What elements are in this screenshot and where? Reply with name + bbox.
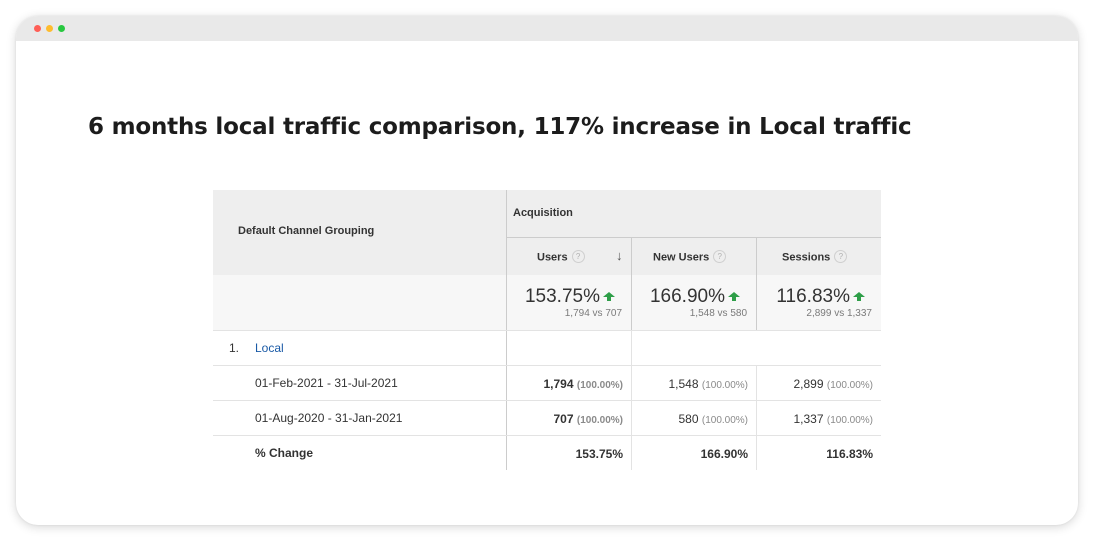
analytics-report-table: Default Channel Grouping Acquisition Use… — [213, 190, 881, 470]
change-row-label: % Change — [255, 446, 314, 460]
table-header — [213, 190, 881, 275]
help-icon[interactable]: ? — [834, 250, 848, 263]
new-users-change: 166.90% — [700, 447, 748, 461]
users-header-label[interactable]: Users — [537, 251, 568, 264]
sessions-percent: (100.00%) — [826, 380, 873, 391]
browser-window: 6 months local traffic comparison, 117% … — [16, 16, 1078, 525]
users-value: 1,794 (100.00%) — [543, 377, 623, 391]
page-headline: 6 months local traffic comparison, 117% … — [88, 114, 912, 140]
sessions-number: 2,899 — [793, 377, 824, 391]
sessions-value: 2,899 (100.00%) — [793, 377, 873, 391]
sessions-change-text: 116.83% — [776, 286, 850, 307]
row-index: 1. — [229, 341, 240, 355]
window-titlebar — [16, 16, 1078, 41]
channel-link-local[interactable]: Local — [255, 341, 284, 355]
date-range-label: 01-Aug-2020 - 31-Jan-2021 — [255, 411, 403, 425]
acquisition-group-header: Acquisition — [513, 207, 573, 219]
sessions-number: 1,337 — [793, 412, 824, 426]
table-row-change: % Change 153.75% 166.90% 116.83% — [213, 436, 881, 470]
dimension-header[interactable]: Default Channel Grouping — [238, 225, 375, 237]
sessions-header-label[interactable]: Sessions — [782, 251, 831, 264]
maximize-dot-icon[interactable] — [58, 25, 65, 32]
users-number: 1,794 — [543, 377, 574, 391]
new-users-comparison: 1,548 vs 580 — [689, 308, 747, 319]
new-users-summary-cell: 166.90% 1,548 vs 580 — [632, 275, 756, 330]
table-row-channel: 1. Local — [213, 331, 881, 365]
users-number: 707 — [553, 412, 574, 426]
sessions-change-value: 116.83% — [776, 286, 865, 308]
new-users-number: 1,548 — [668, 377, 699, 391]
users-change-text: 153.75% — [524, 286, 600, 307]
new-users-percent: (100.00%) — [701, 380, 748, 391]
users-summary-cell: 153.75% 1,794 vs 707 — [507, 275, 631, 330]
table-row: 01-Feb-2021 - 31-Jul-2021 1,794 (100.00%… — [213, 366, 881, 400]
users-change-value: 153.75% — [525, 286, 615, 308]
summary-row — [213, 275, 881, 330]
new-users-column-header[interactable]: New Users? — [653, 250, 727, 264]
sessions-value: 1,337 (100.00%) — [793, 412, 873, 426]
sessions-percent: (100.00%) — [826, 415, 873, 426]
users-value: 707 (100.00%) — [553, 412, 623, 426]
new-users-number: 580 — [678, 412, 699, 426]
sessions-comparison: 2,899 vs 1,337 — [806, 308, 872, 319]
new-users-value: 580 (100.00%) — [678, 412, 748, 426]
minimize-dot-icon[interactable] — [46, 25, 53, 32]
close-dot-icon[interactable] — [34, 25, 41, 32]
row-divider — [213, 435, 881, 436]
new-users-header-label[interactable]: New Users — [653, 251, 710, 264]
header-divider — [506, 237, 881, 238]
column-divider — [631, 238, 632, 330]
users-change: 153.75% — [575, 447, 623, 461]
table-row: 01-Aug-2020 - 31-Jan-2021 707 (100.00%) … — [213, 401, 881, 435]
users-comparison: 1,794 vs 707 — [564, 308, 622, 319]
row-divider — [213, 330, 881, 331]
help-icon[interactable]: ? — [713, 250, 727, 263]
new-users-change-value: 166.90% — [650, 286, 740, 308]
trend-up-icon — [853, 292, 865, 301]
new-users-change-text: 166.90% — [649, 286, 725, 307]
new-users-value: 1,548 (100.00%) — [668, 377, 748, 391]
trend-up-icon — [603, 292, 615, 301]
users-percent: (100.00%) — [576, 380, 623, 391]
column-divider — [631, 330, 632, 365]
column-divider — [756, 365, 757, 470]
row-divider — [213, 365, 881, 366]
help-icon[interactable]: ? — [571, 250, 585, 263]
date-range-label: 01-Feb-2021 - 31-Jul-2021 — [255, 376, 398, 390]
row-divider — [213, 400, 881, 401]
users-column-header[interactable]: Users? — [537, 250, 585, 264]
column-divider — [631, 365, 632, 470]
users-percent: (100.00%) — [576, 415, 623, 426]
sessions-change: 116.83% — [826, 447, 873, 461]
sort-descending-icon[interactable]: ↓ — [616, 248, 623, 263]
trend-up-icon — [728, 292, 740, 301]
column-divider — [756, 238, 757, 330]
sessions-summary-cell: 116.83% 2,899 vs 1,337 — [757, 275, 881, 330]
new-users-percent: (100.00%) — [701, 415, 748, 426]
sessions-column-header[interactable]: Sessions? — [782, 250, 848, 264]
